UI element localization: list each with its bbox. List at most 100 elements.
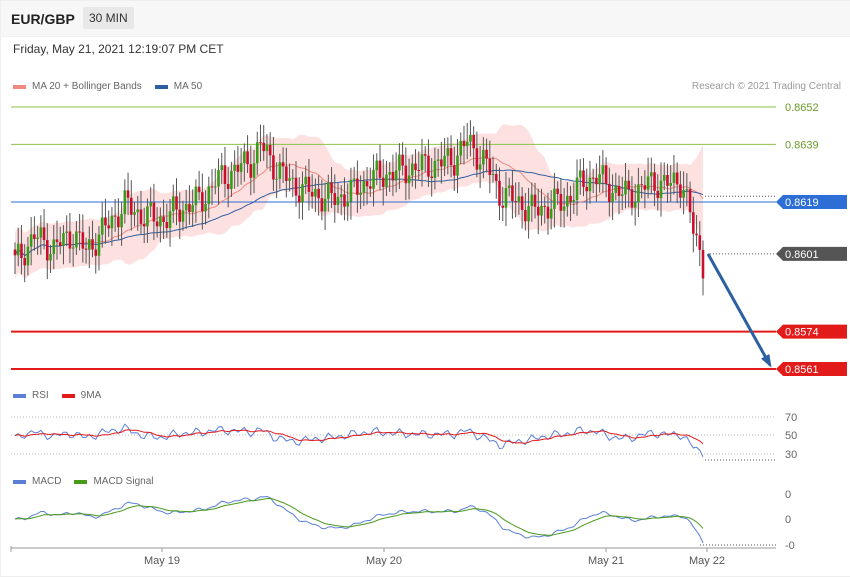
x-tick-label-1: May 20 — [366, 555, 402, 567]
candle-body — [139, 209, 143, 224]
candle-body — [449, 148, 453, 166]
candle-body — [317, 188, 320, 199]
candle-body — [646, 176, 650, 190]
candle-body — [546, 206, 550, 219]
candle-body — [94, 249, 98, 256]
candle-body — [65, 231, 68, 233]
macd-signal-line — [14, 497, 704, 536]
candle-body — [491, 174, 495, 176]
candle-body — [307, 176, 311, 192]
projection-arrow — [706, 253, 772, 366]
bollinger-band — [15, 124, 703, 279]
candle-body — [23, 258, 26, 266]
macd-legend-label: MACD — [32, 476, 62, 487]
candle-body — [162, 216, 165, 223]
candle-body — [91, 239, 94, 250]
candle-body — [349, 179, 353, 202]
candle-body — [394, 170, 398, 181]
macd-swatch — [13, 479, 26, 484]
rsi-tick-2: 30 — [785, 449, 797, 461]
candle-body — [482, 149, 485, 165]
candle-body — [381, 177, 385, 187]
candle-body — [643, 185, 647, 190]
macd-tick-1: 0 — [785, 514, 791, 526]
candle-body — [188, 203, 191, 213]
candle-body — [129, 197, 133, 215]
candle-body — [501, 205, 505, 208]
candle-body — [87, 239, 91, 250]
candle-body — [165, 222, 169, 229]
macd-tick-0: 0 — [785, 489, 791, 501]
candle-body — [16, 243, 20, 256]
rsi-tick-1: 50 — [785, 430, 797, 442]
macd-signal-swatch — [74, 479, 88, 484]
macd-legend: MACD MACD Signal — [13, 476, 166, 487]
candle-body — [168, 211, 172, 229]
candle-body — [236, 164, 240, 172]
candle-body — [146, 206, 149, 227]
candle-body — [362, 180, 366, 193]
timeframe-badge[interactable]: 30 MIN — [83, 7, 134, 29]
candle-body — [420, 154, 424, 171]
macd-line — [14, 495, 704, 544]
candle-body — [265, 145, 269, 152]
candle-body — [543, 205, 547, 207]
candle-body — [159, 216, 162, 227]
candle-body — [414, 163, 417, 171]
candle-body — [142, 223, 146, 227]
candle-body — [333, 193, 337, 205]
candle-body — [372, 170, 375, 189]
candle-body — [268, 145, 272, 156]
candle-body — [430, 176, 433, 178]
rsi-ma-line — [14, 429, 704, 445]
candle-body — [675, 172, 679, 185]
candle-body — [404, 165, 408, 184]
candle-body — [278, 162, 282, 179]
candle-body — [314, 188, 317, 197]
candle-body — [669, 182, 672, 186]
candle-body — [117, 216, 120, 228]
candle-body — [427, 155, 430, 177]
candle-body — [527, 206, 530, 222]
candle-body — [485, 149, 488, 159]
candle-body — [624, 180, 627, 195]
candle-body — [633, 202, 637, 208]
candle-body — [246, 151, 249, 165]
candle-body — [100, 217, 104, 235]
candle-body — [26, 246, 30, 266]
candle-body — [36, 237, 39, 240]
candle-body — [323, 198, 327, 212]
candle-body — [582, 170, 585, 187]
candle-body — [504, 188, 508, 208]
candle-body — [252, 163, 256, 178]
level-tag-4 — [776, 324, 847, 339]
candle-body — [113, 215, 117, 217]
candle-body — [637, 184, 640, 203]
rsi-ma-swatch — [61, 393, 75, 398]
candle-body — [217, 169, 220, 187]
candle-body — [620, 194, 624, 197]
x-tick-label-3: May 22 — [689, 555, 725, 567]
candle-body — [401, 154, 404, 166]
candle-body — [530, 194, 534, 207]
level-label-4: 0.8574 — [785, 327, 819, 339]
candle-body — [436, 159, 440, 161]
candle-body — [356, 178, 359, 195]
candle-body — [152, 202, 156, 222]
ma20-legend-label: MA 20 + Bollinger Bands — [32, 81, 142, 92]
candle-body — [42, 227, 46, 241]
candle-body — [181, 210, 185, 222]
projection-arrowhead — [760, 354, 772, 368]
candle-body — [656, 190, 660, 199]
ma50-line — [14, 169, 704, 257]
candle-body — [29, 234, 33, 247]
candle-body — [175, 196, 178, 210]
candle-body — [259, 142, 262, 144]
candle-body — [653, 172, 656, 191]
ma50-legend-label: MA 50 — [173, 81, 203, 92]
candle-body — [249, 164, 253, 178]
candle-body — [614, 186, 618, 193]
candle-body — [469, 134, 472, 142]
candle-body — [601, 165, 605, 175]
